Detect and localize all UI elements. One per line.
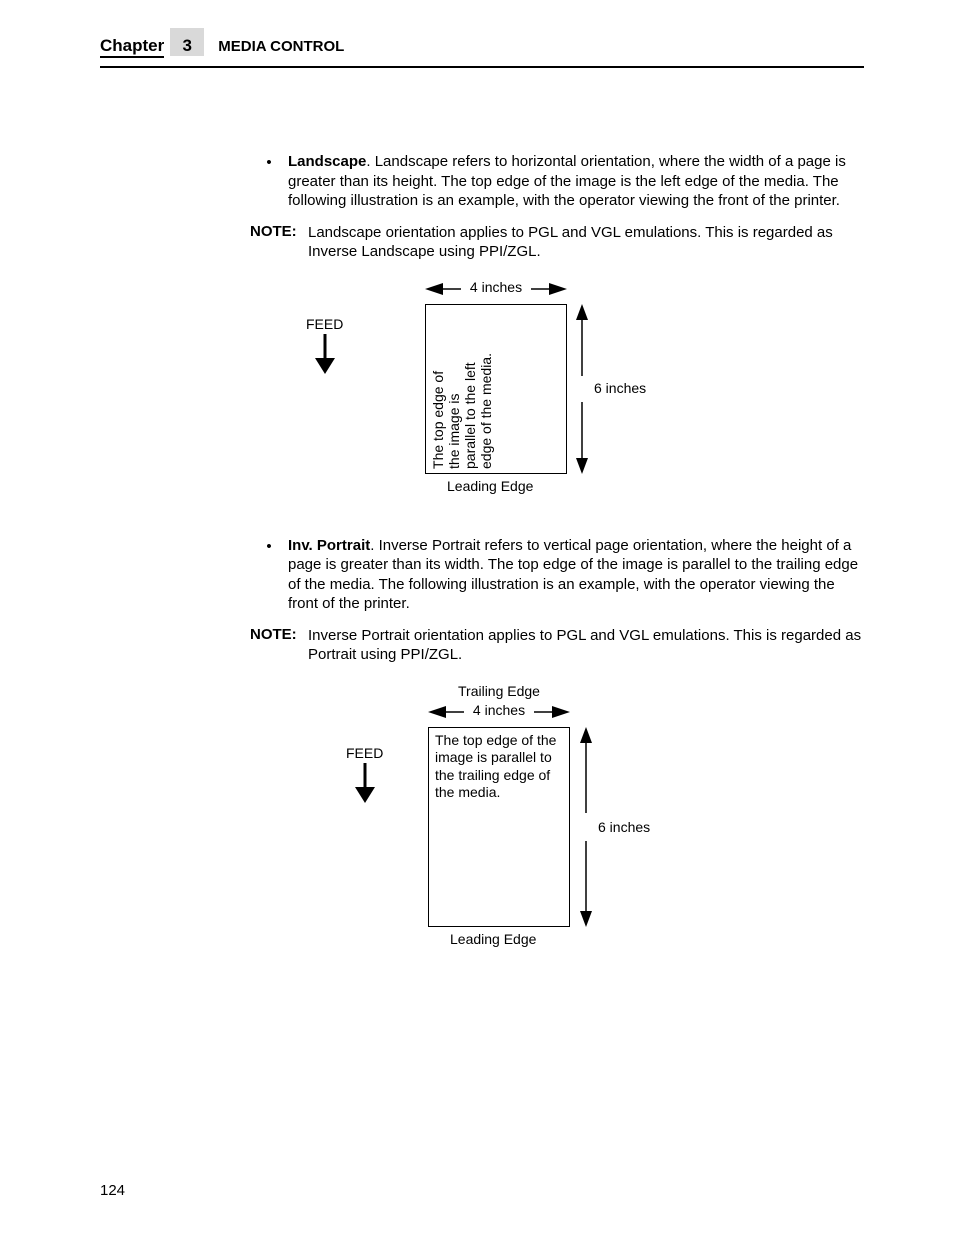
chapter-label: Chapter [100,36,164,58]
bullet-body: . Landscape refers to horizontal orienta… [288,153,846,209]
note-inv-portrait: NOTE: Inverse Portrait orientation appli… [250,626,864,665]
note-text: Landscape orientation applies to PGL and… [308,223,864,262]
height-arrow-group [574,304,590,478]
page: Chapter 3 MEDIA CONTROL • Landscape. Lan… [0,0,954,1235]
note-label: NOTE: [250,223,308,262]
bullet-landscape: • Landscape. Landscape refers to horizon… [250,152,864,211]
vertical-text-group: The top edge of the image is parallel to… [430,353,494,469]
feed-group: FEED [346,745,383,808]
bullet-term: Inv. Portrait [288,537,370,554]
bullet-marker: • [250,152,288,211]
bullet-term: Landscape [288,153,366,170]
height-arrow-icon [578,727,594,927]
vline4: edge of the media. [478,353,494,469]
feed-label: FEED [306,316,343,332]
bullet-text: Landscape. Landscape refers to horizonta… [288,152,864,211]
content-area: • Landscape. Landscape refers to horizon… [250,152,864,955]
feed-group: FEED [306,316,343,379]
note-label: NOTE: [250,626,308,665]
feed-arrow-icon [313,332,337,376]
chapter-number: 3 [183,36,192,55]
height-label: 6 inches [598,819,650,835]
note-landscape: NOTE: Landscape orientation applies to P… [250,223,864,262]
leading-edge-label: Leading Edge [450,931,536,947]
width-arrow-row: 4 inches [425,280,567,296]
vline3: parallel to the left [462,353,478,469]
height-label: 6 inches [594,380,646,396]
vline1: The top edge of [430,353,446,469]
page-number: 124 [100,1182,125,1199]
note-text: Inverse Portrait orientation applies to … [308,626,864,665]
bullet-body: . Inverse Portrait refers to vertical pa… [288,537,858,613]
leading-edge-label: Leading Edge [447,478,533,494]
feed-arrow-icon [353,761,377,805]
chapter-number-box: 3 [170,28,204,56]
media-box: The top edge of the image is parallel to… [428,727,570,927]
width-arrow-row: 4 inches [428,703,570,719]
media-box: The top edge of the image is parallel to… [425,304,567,474]
width-label: 4 inches [428,702,570,718]
vline2: the image is [446,353,462,469]
box-text: The top edge of the image is parallel to… [429,728,569,806]
trailing-edge-label: Trailing Edge [458,683,540,699]
diagram-inv-portrait: Trailing Edge 4 inches FEED [250,683,864,955]
height-arrow-group [578,727,594,931]
page-header: Chapter 3 MEDIA CONTROL [100,36,864,68]
diagram-landscape: FEED 4 inches The [250,280,864,510]
feed-label: FEED [346,745,383,761]
bullet-text: Inv. Portrait. Inverse Portrait refers t… [288,536,864,614]
chapter-title: MEDIA CONTROL [218,38,344,55]
bullet-marker: • [250,536,288,614]
height-arrow-icon [574,304,590,474]
width-label: 4 inches [425,279,567,295]
bullet-inv-portrait: • Inv. Portrait. Inverse Portrait refers… [250,536,864,614]
